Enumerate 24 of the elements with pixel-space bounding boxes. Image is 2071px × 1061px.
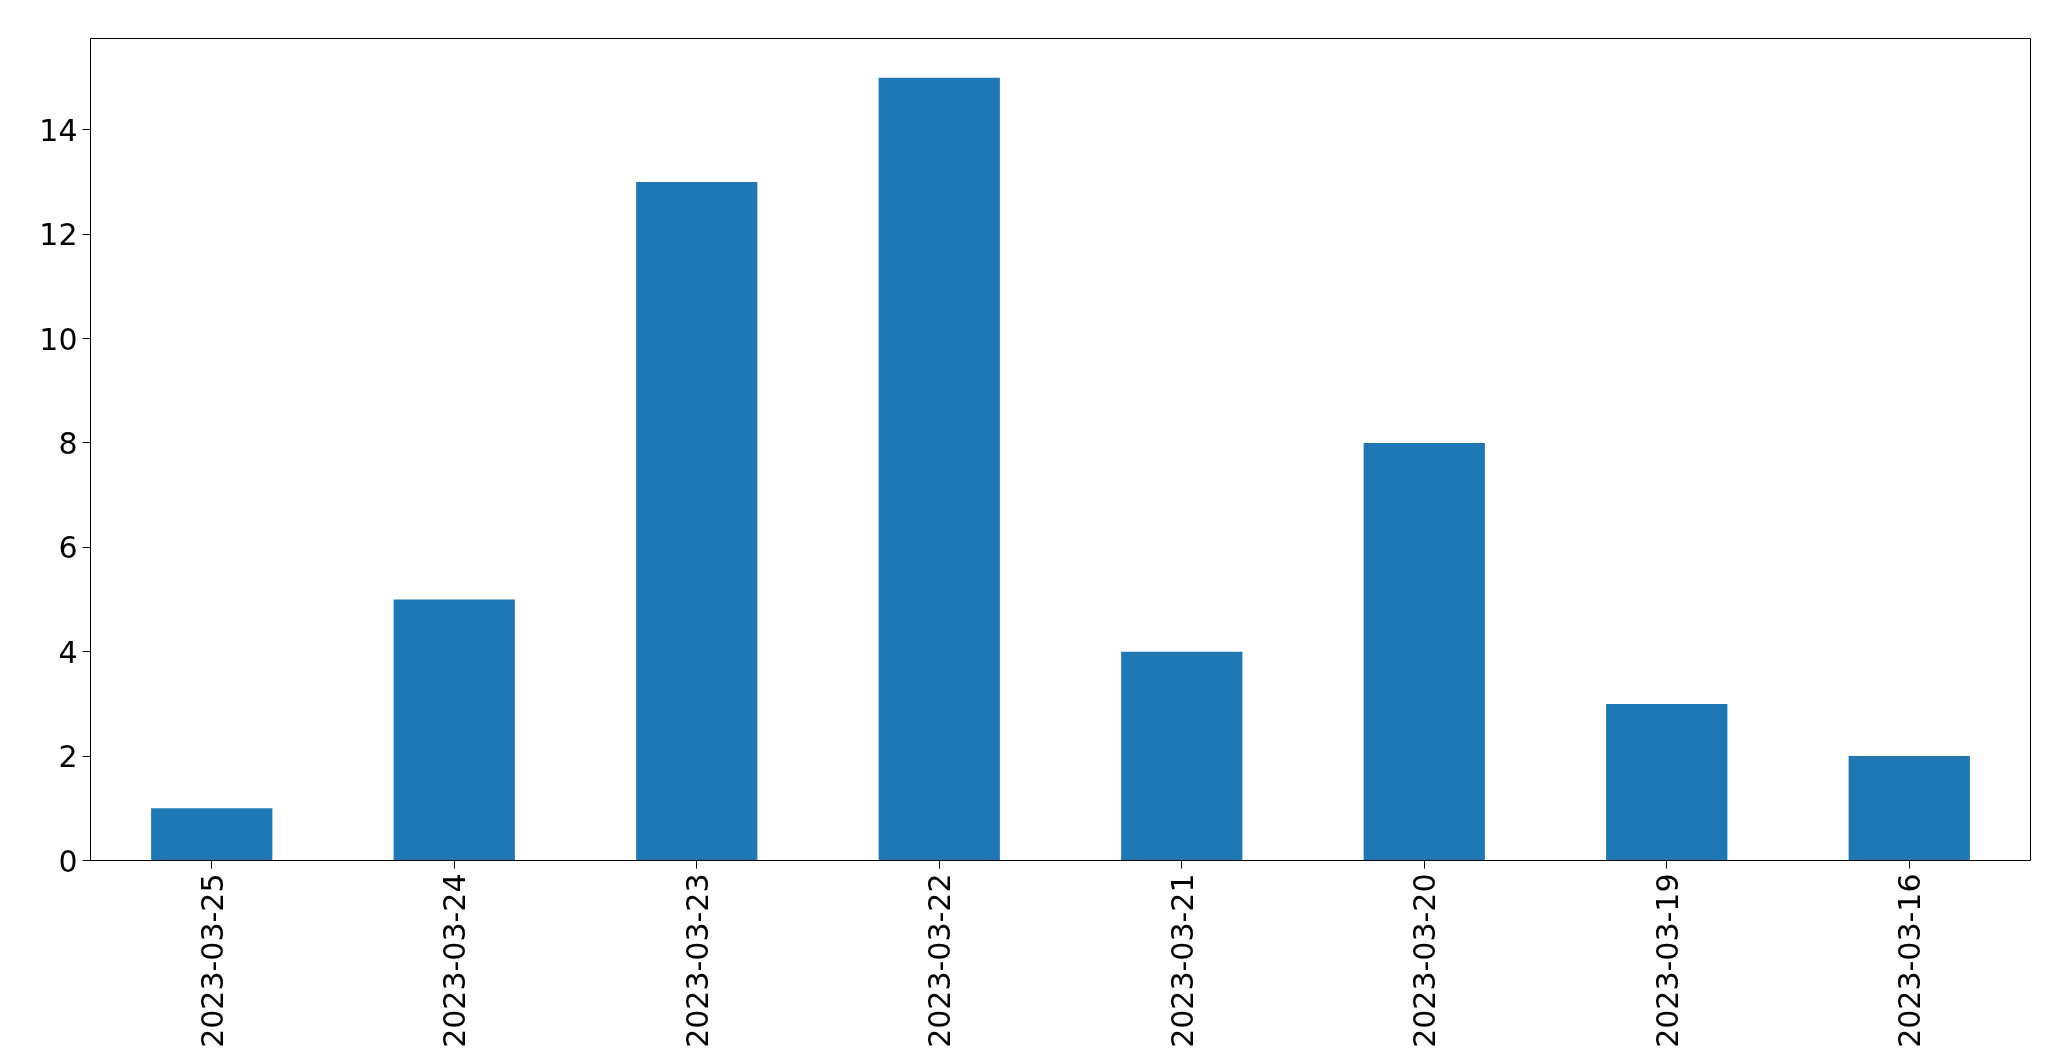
y-tick-label: 8 (58, 425, 78, 461)
bar (151, 808, 273, 861)
bar (393, 599, 515, 861)
bar (636, 182, 758, 861)
bar (1848, 756, 1970, 861)
x-tick-label: 2023-03-20 (1407, 873, 1443, 1048)
bar (1121, 651, 1243, 861)
x-tick-label: 2023-03-24 (437, 873, 473, 1048)
bar (878, 77, 1000, 861)
x-tick-label: 2023-03-25 (194, 873, 230, 1048)
x-tick-label: 2023-03-21 (1164, 873, 1200, 1048)
bar (1606, 703, 1728, 861)
y-tick-label: 0 (58, 843, 78, 879)
y-tick-label: 14 (39, 112, 78, 148)
y-tick-label: 12 (39, 217, 78, 253)
bar (1363, 442, 1485, 861)
x-tick-label: 2023-03-23 (679, 873, 715, 1048)
x-tick-label: 2023-03-22 (922, 873, 958, 1048)
y-tick-label: 2 (58, 739, 78, 775)
y-tick-label: 4 (58, 634, 78, 670)
x-tick-label: 2023-03-16 (1892, 873, 1928, 1048)
x-tick-label: 2023-03-19 (1649, 873, 1685, 1048)
y-tick-label: 10 (39, 321, 78, 357)
y-tick-label: 6 (58, 530, 78, 566)
